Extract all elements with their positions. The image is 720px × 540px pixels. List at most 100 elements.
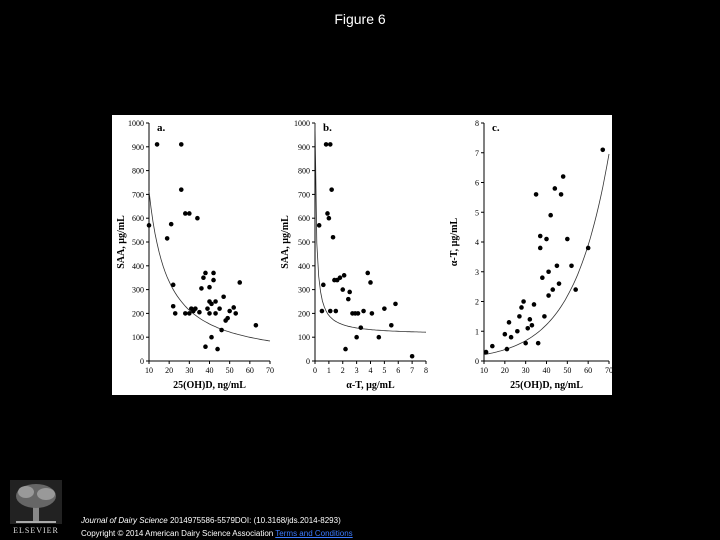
data-point <box>195 215 200 221</box>
panel-label: c. <box>492 122 500 134</box>
chart-panel-3: 0 1 2 3 4 5 6 7 8 10 20 30 40 50 60 70 25(OH)D, ng/mL α-T… <box>449 119 612 391</box>
footer-citation-line: Journal of Dairy Science 2014975586-5579… <box>81 514 353 527</box>
x-tick-label: 30 <box>185 366 193 375</box>
data-point <box>358 325 364 330</box>
data-point <box>506 320 512 325</box>
y-tick-label: 700 <box>132 190 144 199</box>
data-point <box>525 325 531 331</box>
y-axis-label: SAA, µg/mL <box>280 215 291 269</box>
chart-panel-1: 0 100 200 300 400 500 600 700 800 900 1000 10 20 30 40… <box>116 119 274 391</box>
chart-panel-2: 0 100 200 300 400 500 600 700 800 900 1000 0 1 2 3 4 5 6 7… <box>280 119 428 391</box>
elsevier-wordmark: ELSEVIER <box>13 526 59 535</box>
x-tick-label: 3 <box>355 366 359 375</box>
elsevier-tree-icon <box>6 478 66 538</box>
data-point <box>529 323 535 328</box>
x-tick-label: 10 <box>145 366 153 375</box>
data-point <box>213 299 218 304</box>
data-point <box>552 186 558 191</box>
data-point <box>205 306 210 311</box>
x-tick-label: 30 <box>522 366 530 375</box>
data-point <box>146 223 152 228</box>
data-point <box>527 317 533 322</box>
data-point <box>199 286 204 291</box>
y-tick-label: 0 <box>475 357 479 366</box>
data-point <box>225 315 230 321</box>
x-tick-label: 50 <box>226 366 234 375</box>
y-tick-label: 1 <box>475 327 479 336</box>
y-tick-label: 1000 <box>294 119 310 128</box>
data-point <box>573 287 578 292</box>
y-tick-label: 3 <box>475 268 479 277</box>
data-point <box>523 340 528 346</box>
trend-line <box>483 153 610 355</box>
data-point <box>361 308 366 314</box>
y-axis-label: SAA, µg/mL <box>116 215 127 269</box>
data-point <box>253 323 259 328</box>
data-point <box>537 233 543 239</box>
data-point <box>542 314 547 319</box>
y-tick-label: 0 <box>306 357 310 366</box>
data-point <box>502 331 508 337</box>
data-point <box>483 349 489 355</box>
data-point <box>600 147 606 153</box>
y-tick-label: 800 <box>132 167 144 176</box>
data-point <box>154 142 160 147</box>
data-point <box>365 270 371 276</box>
data-point <box>203 344 208 350</box>
data-point <box>340 287 346 292</box>
data-point <box>517 314 522 319</box>
y-tick-label: 500 <box>132 238 144 247</box>
y-tick-label: 400 <box>132 262 144 271</box>
data-point <box>321 282 326 288</box>
data-point <box>203 270 208 276</box>
data-point <box>170 282 176 288</box>
data-point <box>389 323 394 328</box>
data-point <box>585 245 591 251</box>
data-point <box>197 309 202 315</box>
x-tick-label: 70 <box>605 366 612 375</box>
x-axis-label: 25(OH)D, ng/mL <box>173 380 246 391</box>
data-point <box>337 275 343 280</box>
data-point <box>207 311 212 316</box>
data-point <box>327 308 333 314</box>
y-axis-label: α-T, µg/mL <box>449 217 460 266</box>
y-tick-label: 100 <box>132 333 144 342</box>
y-tick-label: 1000 <box>128 119 144 128</box>
data-point <box>329 187 334 192</box>
slide-title: Figure 6 <box>334 11 386 27</box>
data-point <box>347 289 352 295</box>
data-point <box>368 280 373 285</box>
data-point <box>548 212 553 218</box>
x-tick-label: 40 <box>206 366 214 375</box>
data-point <box>183 311 188 316</box>
x-tick-label: 1 <box>327 366 331 375</box>
data-point <box>327 142 333 147</box>
data-point <box>170 303 176 309</box>
data-point <box>544 236 549 242</box>
y-tick-label: 0 <box>140 357 144 366</box>
x-tick-label: 8 <box>424 366 428 375</box>
y-tick-label: 900 <box>132 143 144 152</box>
data-point <box>515 328 520 334</box>
data-point <box>355 311 361 316</box>
data-point <box>558 192 564 197</box>
y-tick-label: 4 <box>475 238 479 247</box>
y-tick-label: 2 <box>475 298 479 307</box>
data-point <box>209 334 214 340</box>
data-point <box>369 311 375 316</box>
data-point <box>213 311 218 316</box>
y-tick-label: 200 <box>298 309 310 318</box>
data-point <box>231 305 236 310</box>
copyright-text: Copyright © 2014 American Dairy Science … <box>81 529 274 538</box>
x-tick-label: 0 <box>313 366 317 375</box>
y-tick-label: 300 <box>132 286 144 295</box>
data-point <box>219 327 224 333</box>
data-point <box>172 311 178 316</box>
x-tick-label: 7 <box>410 366 414 375</box>
terms-link[interactable]: Terms and Conditions <box>275 529 353 538</box>
data-point <box>178 142 184 147</box>
y-tick-label: 200 <box>132 309 144 318</box>
data-point <box>341 273 347 278</box>
data-point <box>325 211 330 216</box>
x-tick-label: 2 <box>341 366 345 375</box>
